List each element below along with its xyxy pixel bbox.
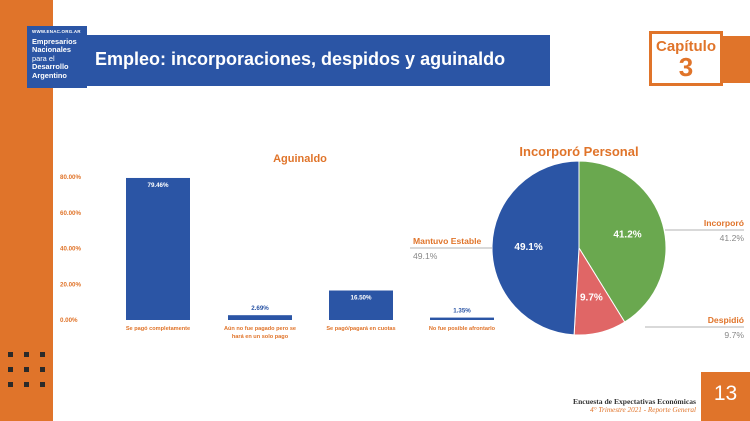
y-tick-label: 20.00% [60, 281, 81, 288]
x-category-label: Se pagó completamente [126, 326, 190, 332]
bar-chart-title: Aguinaldo [273, 153, 327, 165]
dot [40, 352, 45, 357]
pie-chart-title: Incorporó Personal [519, 144, 638, 159]
footer-report-period: 4° Trimestre 2021 - Reporte General [590, 406, 696, 414]
bar-value-label: 2.69% [251, 305, 269, 312]
enac-logo: WWW.ENAC.ORG.AR Empresarios Nacionales p… [27, 26, 87, 88]
x-category-label: hará en un solo pago [232, 334, 289, 340]
dot [8, 352, 13, 357]
decorative-dots [8, 352, 46, 387]
logo-line: Nacionales [32, 45, 72, 55]
chapter-number: 3 [678, 52, 694, 82]
logo-line: Empresarios [32, 37, 77, 46]
chapter-label: Capítulo [656, 38, 716, 55]
y-tick-label: 40.00% [60, 246, 81, 253]
y-tick-label: 80.00% [60, 174, 81, 181]
pie-slice [578, 160, 667, 323]
title-banner: Empleo: incorporaciones, despidos y agui… [87, 35, 550, 86]
page-number: 13 [713, 382, 738, 405]
bar-value-label: 1.35% [453, 308, 471, 315]
pie-legend-name: Incorporó [704, 218, 744, 228]
pie-slice-label: 49.1% [514, 242, 542, 253]
dot [8, 367, 13, 372]
pie-slice [491, 160, 580, 336]
pie-legend-name: Despidió [708, 315, 744, 325]
pie-legend-value: 41.2% [720, 233, 745, 243]
report-footer: Encuesta de Expectativas Económicas 4° T… [573, 397, 696, 414]
footer-survey-name: Encuesta de Expectativas Económicas [573, 397, 696, 406]
pie-slice-label: 41.2% [613, 230, 641, 241]
y-tick-label: 60.00% [60, 210, 81, 217]
bar [430, 317, 494, 320]
bar-chart: 0.00% 20.00% 40.00% 60.00% 80.00% 79.46% Se pa… [60, 174, 496, 340]
page-title: Empleo: incorporaciones, despidos y agui… [95, 49, 506, 69]
bar [329, 290, 393, 320]
pie-chart: 41.2% 9.7% 49.1% Incorporó 41.2% Despidió 9.7%… [410, 160, 745, 340]
x-category-label: No fue posible afrontarlo [429, 326, 496, 332]
x-category-label: Se pagó/pagará en cuotas [326, 326, 395, 332]
dot [24, 367, 29, 372]
pie-slice-label: 9.7% [580, 292, 603, 303]
dot [24, 382, 29, 387]
logo-url: WWW.ENAC.ORG.AR [32, 29, 81, 34]
x-category-label: Aún no fue pagado pero se [224, 326, 296, 332]
chapter-accent-strip [723, 36, 750, 83]
logo-line: Argentino [32, 70, 67, 80]
logo-line: Desarrollo [32, 62, 69, 72]
dot [8, 382, 13, 387]
dot [40, 382, 45, 387]
page-number-box: 13 [701, 372, 750, 421]
logo-line: para el [32, 53, 55, 63]
pie-legend-value: 9.7% [724, 330, 744, 340]
dot [40, 367, 45, 372]
pie-legend-name: Mantuvo Estable [413, 236, 482, 246]
pie-legend-value: 49.1% [413, 251, 438, 261]
bar-value-label: 16.50% [351, 295, 372, 302]
y-tick-label: 0.00% [60, 317, 78, 324]
bar-value-label: 79.46% [148, 182, 169, 189]
dot [24, 352, 29, 357]
bar [228, 315, 292, 320]
bar [126, 177, 190, 320]
chapter-badge: Capítulo 3 [649, 31, 723, 86]
